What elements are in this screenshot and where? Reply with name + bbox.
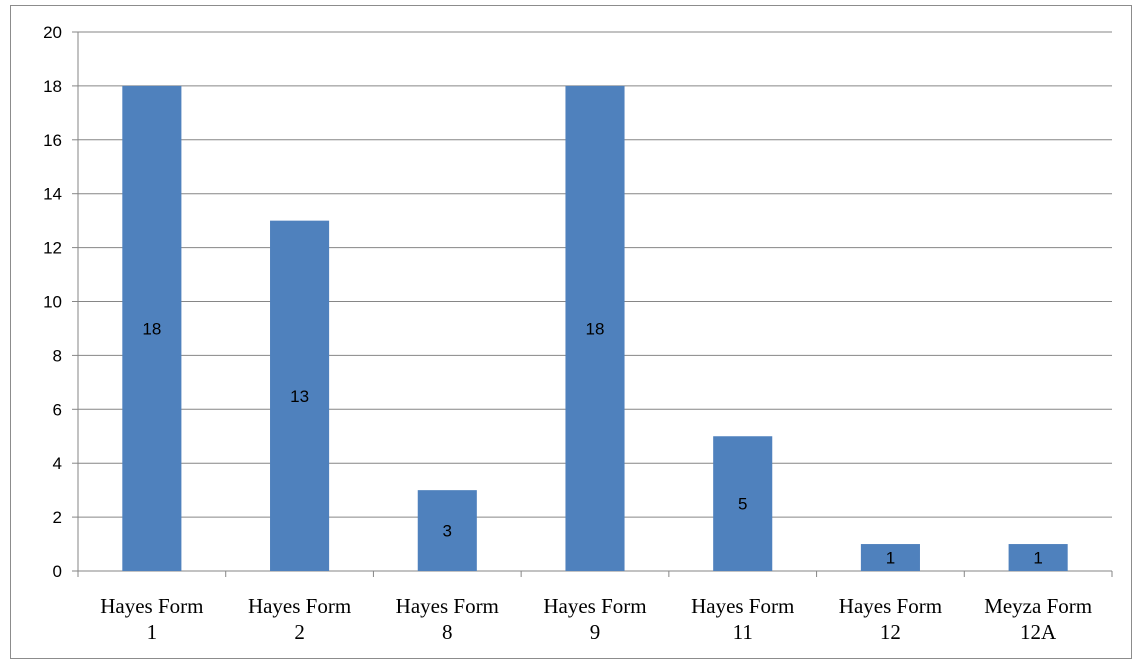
bar (713, 436, 773, 571)
bar (860, 544, 920, 571)
data-label: 18 (586, 319, 605, 338)
x-tick-label: Hayes Form (248, 594, 351, 618)
bar (1008, 544, 1068, 571)
x-tick-label: Hayes Form (543, 594, 646, 618)
x-tick-label: Hayes Form (396, 594, 499, 618)
data-label: 1 (1033, 549, 1042, 568)
y-tick-label: 2 (53, 508, 62, 527)
y-tick-label: 8 (53, 346, 62, 365)
bar (122, 85, 182, 572)
x-tick-label: Hayes Form (839, 594, 942, 618)
data-label: 5 (738, 495, 747, 514)
data-label: 1 (886, 549, 895, 568)
y-tick-label: 16 (43, 131, 62, 150)
y-tick-label: 4 (53, 454, 62, 473)
y-tick-label: 18 (43, 77, 62, 96)
data-label: 3 (443, 522, 452, 541)
x-tick-label: Meyza Form (984, 594, 1092, 618)
x-tick-label: 8 (442, 620, 453, 644)
x-tick-label: 12A (1020, 620, 1057, 644)
x-tick-label: 1 (147, 620, 158, 644)
y-tick-label: 0 (53, 562, 62, 581)
data-label: 13 (290, 387, 309, 406)
x-tick-label: Hayes Form (100, 594, 203, 618)
x-tick-label: 2 (294, 620, 305, 644)
x-tick-label: 12 (880, 620, 901, 644)
y-tick-label: 6 (53, 400, 62, 419)
data-label: 18 (142, 319, 161, 338)
y-tick-label: 12 (43, 239, 62, 258)
y-tick-label: 10 (43, 293, 62, 312)
x-tick-label: Hayes Form (691, 594, 794, 618)
y-tick-label: 20 (43, 23, 62, 42)
bar (417, 490, 477, 571)
x-tick-label: 11 (733, 620, 753, 644)
x-tick-label: 9 (590, 620, 601, 644)
bar (270, 220, 330, 571)
bar (565, 85, 625, 572)
y-tick-label: 14 (43, 185, 62, 204)
